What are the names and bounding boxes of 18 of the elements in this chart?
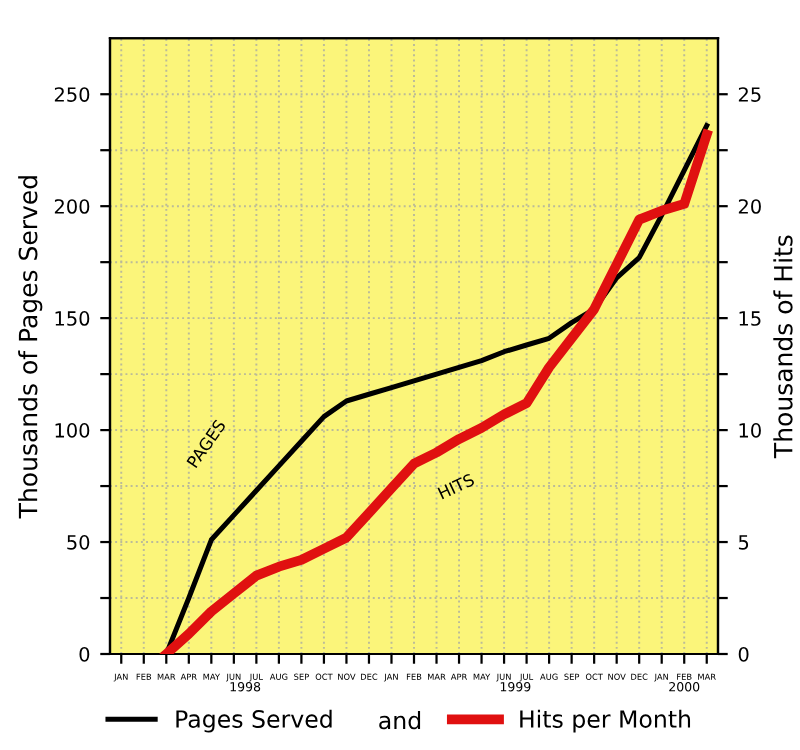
y2-tick-label: 10 [739,423,761,438]
y2-tick-label: 5 [738,535,749,550]
legend-label: Hits per Month [520,709,691,733]
y-tick-label: 50 [67,535,90,550]
y2-tick-label: 25 [738,87,761,102]
y-tick-label: 200 [54,199,90,214]
y2-tick-label: 20 [738,199,761,214]
y-tick-label: 100 [55,423,90,438]
y-axis-title: Thousands of Pages Served [18,176,43,519]
legend-label: Pages Served [176,709,332,733]
y-tick-label: 0 [79,646,90,662]
annotation: HITS [437,473,476,500]
y2-tick-label: 0 [738,646,749,662]
y2-tick-label: 15 [739,311,761,326]
y-tick-label: 250 [54,87,90,102]
y2-axis-title: Thousands of Hits [773,235,793,459]
text: and [379,711,421,730]
y-tick-label: 150 [55,311,90,326]
